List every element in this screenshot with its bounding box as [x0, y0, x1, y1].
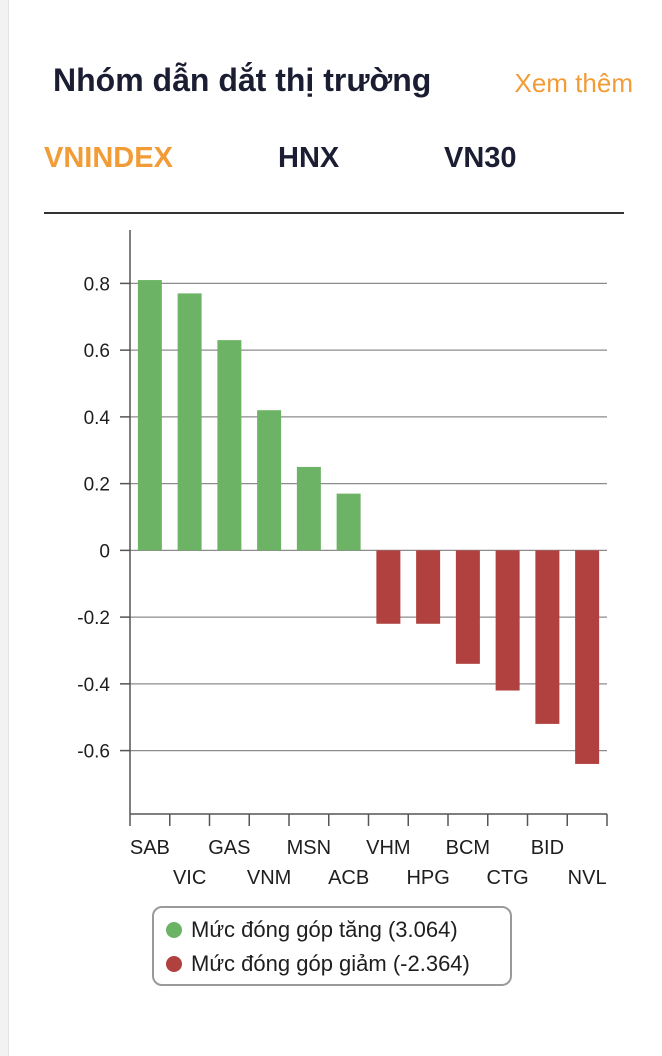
chart-legend: Mức đóng góp tăng (3.064) Mức đóng góp g… — [152, 906, 512, 986]
y-tick-label: -0.6 — [77, 742, 110, 763]
tab-hnx[interactable]: HNX — [278, 142, 340, 174]
x-tick-label: SAB — [130, 837, 170, 859]
bar-vic — [177, 293, 202, 551]
x-tick-label: VNM — [247, 867, 291, 889]
see-more-link[interactable]: Xem thêm — [514, 68, 634, 98]
bar-nvl — [575, 550, 600, 764]
x-tick-label: BCM — [446, 837, 490, 859]
card-title: Nhóm dẫn dắt thị trường — [53, 62, 432, 98]
bar-hpg — [416, 550, 441, 624]
bar-bcm — [455, 550, 480, 664]
bar-vhm — [376, 550, 401, 624]
y-tick-label: 0.4 — [84, 408, 111, 429]
y-tick-label: 0.8 — [84, 274, 110, 295]
x-tick-label: BID — [531, 837, 564, 859]
x-tick-label: NVL — [568, 867, 607, 889]
x-tick-label: CTG — [487, 867, 529, 889]
x-tick-label: VHM — [366, 837, 410, 859]
legend-increase-swatch — [166, 922, 182, 938]
market-leaders-card: Nhóm dẫn dắt thị trường Xem thêm — [8, 0, 662, 1056]
bar-acb — [336, 493, 361, 551]
bar-msn — [296, 466, 321, 551]
bar-gas — [217, 340, 242, 551]
legend-item-decrease[interactable]: Mức đóng góp giảm (-2.364) — [166, 948, 470, 980]
y-tick-label: 0 — [99, 541, 110, 562]
legend-increase-label: Mức đóng góp tăng (3.064) — [191, 917, 458, 942]
y-tick-label: 0.2 — [84, 475, 110, 496]
bar-sab — [137, 280, 162, 551]
tab-vn30[interactable]: VN30 — [444, 142, 517, 174]
card-header: Nhóm dẫn dắt thị trường Xem thêm — [53, 60, 633, 108]
index-tabs: VNINDEX HNX VN30 — [44, 130, 624, 214]
bar-vnm — [257, 410, 282, 551]
x-tick-label: VIC — [173, 867, 206, 889]
y-tick-label: 0.6 — [84, 341, 110, 362]
x-tick-label: GAS — [208, 837, 250, 859]
y-tick-label: -0.4 — [77, 675, 110, 696]
x-tick-label: ACB — [328, 867, 369, 889]
x-tick-label: MSN — [287, 837, 331, 859]
legend-decrease-label: Mức đóng góp giảm (-2.364) — [191, 951, 470, 976]
x-tick-label: HPG — [406, 867, 449, 889]
legend-decrease-swatch — [166, 956, 182, 972]
bar-bid — [535, 550, 560, 724]
tab-vnindex[interactable]: VNINDEX — [44, 142, 173, 174]
y-tick-label: -0.2 — [77, 608, 110, 629]
bar-ctg — [495, 550, 520, 691]
legend-item-increase[interactable]: Mức đóng góp tăng (3.064) — [166, 914, 458, 946]
